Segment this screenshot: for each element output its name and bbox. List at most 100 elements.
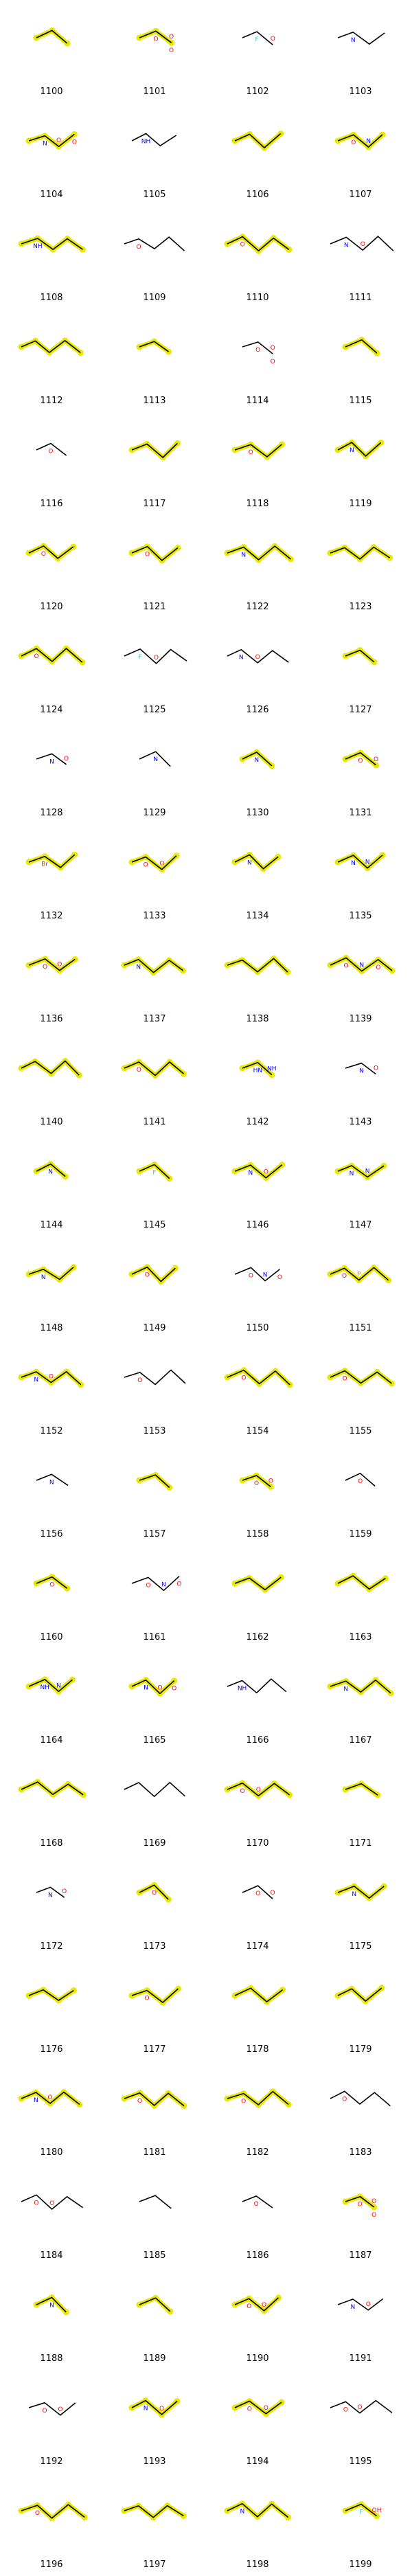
molecule-id-label: 1187 (349, 2250, 372, 2261)
bond-skeleton (345, 339, 378, 354)
molecule-structure: F (136, 1161, 173, 1182)
atom-label: NH (41, 1684, 50, 1691)
atom-label: N (350, 1171, 354, 1177)
atom-label: P (357, 1271, 361, 1278)
bond-skeleton (330, 546, 391, 560)
molecule-id-label: 1109 (143, 293, 166, 303)
atom-label: N (49, 758, 54, 765)
molecule-id-label: 1104 (40, 190, 63, 200)
atom-label: N (144, 1685, 148, 1692)
molecule-id-label: 1135 (349, 911, 372, 921)
molecule-cell: HN NH 1142 (206, 1030, 309, 1133)
molecule-cell: N O 1191 (309, 2267, 412, 2370)
molecule-structure (231, 130, 284, 151)
bond-skeleton (36, 2296, 67, 2313)
molecule-id-label: 1168 (40, 1838, 63, 1849)
atom-label: N (352, 1891, 356, 1898)
molecule-cell: O 1186 (206, 2164, 309, 2267)
bond-skeleton (36, 753, 67, 765)
molecule-cell: N O 1128 (0, 721, 103, 824)
atom-label: N (48, 1168, 53, 1175)
molecule-id-label: 1178 (246, 2044, 269, 2055)
molecule-structure: NO (36, 1886, 67, 1899)
molecule-id-label: 1122 (246, 602, 269, 612)
molecule-id-label: 1189 (143, 2353, 166, 2364)
molecule-cell: NH 1108 (0, 206, 103, 309)
molecule-structure: O (128, 1985, 182, 2006)
molecule-cell: O 1121 (103, 515, 206, 618)
molecule-cell: 1123 (309, 515, 412, 618)
molecule-structure: O (242, 2195, 273, 2208)
molecule-id-label: 1184 (40, 2250, 63, 2261)
molecule-id-label: 1182 (246, 2147, 269, 2158)
molecule-id-label: 1158 (246, 1529, 269, 1539)
molecule-id-label: 1105 (143, 190, 166, 200)
bond-skeleton (131, 1679, 175, 1695)
molecule-cell: O 1182 (206, 2061, 309, 2164)
molecule-id-label: 1170 (246, 1838, 269, 1849)
molecule-cell: 1163 (309, 1546, 412, 1649)
atom-label: O (49, 2200, 54, 2207)
molecule-cell: N 1122 (206, 515, 309, 618)
bond-skeleton (234, 444, 283, 457)
highlight-atom (387, 554, 393, 561)
bond-skeleton (28, 958, 76, 971)
molecule-cell: O O O 1114 (206, 309, 309, 412)
molecule-structure: N (33, 2294, 69, 2316)
molecule-structure (342, 1781, 381, 1798)
molecule-cell: O 1177 (103, 1958, 206, 2061)
molecule-cell: 1169 (103, 1752, 206, 1855)
bond-skeleton (131, 2399, 178, 2415)
molecule-id-label: 1172 (40, 1941, 63, 1952)
atom-label: O (249, 1272, 253, 1279)
molecule-structure (18, 1778, 87, 1798)
bond-skeleton (337, 32, 385, 45)
molecule-id-label: 1199 (349, 2560, 372, 2570)
molecule-id-label: 1143 (349, 1117, 372, 1127)
molecule-structure (124, 1782, 185, 1797)
molecule-id-label: 1102 (246, 87, 269, 97)
atom-label: O (357, 2404, 362, 2411)
atom-label: N (344, 242, 349, 249)
molecule-cell: N 1103 (309, 0, 412, 103)
molecule-cell: 1162 (206, 1546, 309, 1649)
molecule-cell: 1157 (103, 1443, 206, 1546)
atom-label: O (254, 1480, 259, 1487)
bond-skeleton (139, 30, 172, 43)
atom-label: O (249, 449, 253, 456)
atom-label: N (366, 138, 371, 145)
atom-label: F (359, 2509, 363, 2516)
bond-skeleton (21, 339, 81, 354)
bond-skeleton (139, 1474, 170, 1488)
atom-label: N (153, 756, 158, 763)
atom-label: O (240, 242, 245, 249)
molecule-cell: O 1154 (206, 1340, 309, 1443)
bond-skeleton (337, 134, 383, 148)
molecule-structure (231, 1985, 286, 2005)
atom-label: O (145, 1272, 150, 1279)
atom-label: O (241, 1375, 246, 1382)
molecule-cell: 1171 (309, 1752, 412, 1855)
molecule-id-label: 1188 (40, 2353, 63, 2364)
molecule-id-label: 1176 (40, 2044, 63, 2055)
bond-skeleton (234, 133, 282, 148)
atom-label: N (351, 860, 356, 867)
atom-label: O (56, 137, 61, 144)
molecule-structure: N (334, 439, 385, 460)
molecule-structure: O (330, 2090, 391, 2107)
bond-skeleton (124, 1782, 185, 1797)
molecule-id-label: 1115 (349, 396, 372, 406)
molecule-structure: N (25, 1264, 77, 1283)
bond-skeleton (227, 1783, 290, 1796)
atom-label: O (136, 244, 141, 251)
atom-label: NH (238, 1686, 247, 1693)
atom-label: N (240, 2509, 244, 2516)
substructure-highlight (232, 1574, 284, 1592)
atom-label: O (255, 1890, 260, 1897)
molecule-id-label: 1165 (143, 1735, 166, 1745)
